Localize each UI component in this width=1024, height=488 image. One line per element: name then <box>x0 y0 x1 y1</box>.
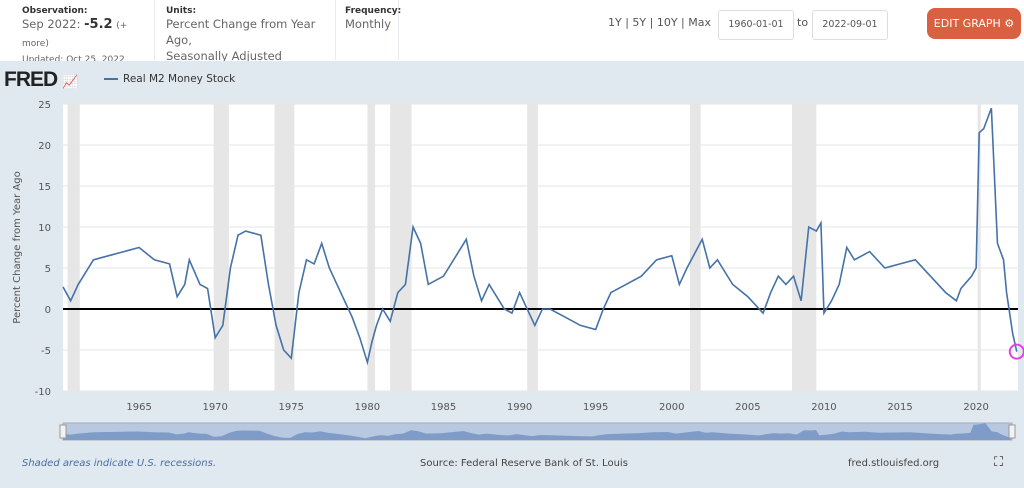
x-tick-label: 2015 <box>887 402 912 413</box>
units-label: Units: <box>166 6 197 16</box>
fred-logo[interactable]: FRED 📈 <box>4 68 78 91</box>
y-tick-label: -5 <box>41 346 51 357</box>
start-date-input[interactable]: 1960-01-01 <box>718 10 794 40</box>
edit-graph-button[interactable]: EDIT GRAPH ⚙ <box>927 8 1021 39</box>
end-date-input[interactable]: 2022-09-01 <box>812 10 888 40</box>
recession-band <box>274 104 295 391</box>
recession-band <box>213 104 229 391</box>
navigator-series <box>63 423 1011 440</box>
plot-area <box>63 104 1018 391</box>
recession-band <box>67 104 80 391</box>
range-links[interactable]: 1Y | 5Y | 10Y | Max <box>608 16 711 29</box>
x-tick-label: 1980 <box>355 402 380 413</box>
navigator-handle-right <box>1008 424 1016 439</box>
recession-band <box>977 104 981 391</box>
legend-label: Real M2 Money Stock <box>123 73 236 85</box>
y-axis-label: Percent Change from Year Ago <box>12 171 23 323</box>
frequency-label: Frequency: <box>345 6 402 16</box>
recession-note: Shaded areas indicate U.S. recessions. <box>22 458 217 469</box>
more-link[interactable]: (+ more) <box>22 21 128 49</box>
x-tick-label: 1990 <box>507 402 532 413</box>
observation-block: Observation: Sep 2022: -5.2 (+ more) Upd… <box>0 0 155 65</box>
x-tick-label: 1995 <box>583 402 608 413</box>
units-line2: Seasonally Adjusted <box>166 49 282 63</box>
y-tick-label: 10 <box>38 223 51 234</box>
legend-line-icon <box>104 78 118 80</box>
x-tick-label: 1985 <box>431 402 456 413</box>
x-tick-label: 2010 <box>811 402 836 413</box>
y-tick-label: 25 <box>38 100 51 111</box>
observation-label: Observation: <box>22 6 88 16</box>
updated-date: Updated: Oct 25, 2022 <box>22 55 125 65</box>
x-tick-label: 2005 <box>735 402 760 413</box>
units-block: Units: Percent Change from Year Ago, Sea… <box>156 0 336 63</box>
x-tick-label: 2000 <box>659 402 684 413</box>
units-line1: Percent Change from Year Ago, <box>166 17 316 47</box>
gear-icon: ⚙ <box>1004 17 1015 30</box>
legend: Real M2 Money Stock <box>104 73 235 85</box>
frequency-block: Frequency: Monthly <box>337 0 402 60</box>
frequency-value: Monthly <box>345 17 392 31</box>
observation-value: -5.2 <box>84 17 113 32</box>
recession-band <box>690 104 701 391</box>
x-tick-label: 1970 <box>202 402 227 413</box>
y-tick-label: 15 <box>38 182 51 193</box>
y-tick-label: 20 <box>38 141 51 152</box>
source-text: Source: Federal Reserve Bank of St. Loui… <box>420 458 628 469</box>
site-link[interactable]: fred.stlouisfed.org <box>848 458 940 469</box>
fullscreen-icon[interactable]: ⛶ <box>994 455 1004 470</box>
edit-graph-label: EDIT GRAPH <box>933 17 1001 30</box>
y-tick-label: 5 <box>45 264 51 275</box>
navigator-handle-left <box>59 424 67 439</box>
to-label: to <box>797 16 809 29</box>
recession-band <box>367 104 375 391</box>
recession-band <box>390 104 412 391</box>
series-line <box>62 107 1018 366</box>
x-tick-label: 2020 <box>963 402 988 413</box>
y-tick-label: 0 <box>45 305 51 316</box>
recession-band <box>791 104 817 391</box>
chart-logo-icon: 📈 <box>62 74 78 89</box>
x-tick-label: 1975 <box>279 402 304 413</box>
recession-band <box>527 104 538 391</box>
y-tick-label: -10 <box>35 387 51 398</box>
x-tick-label: 1965 <box>126 402 151 413</box>
observation-period: Sep 2022: <box>22 17 81 31</box>
